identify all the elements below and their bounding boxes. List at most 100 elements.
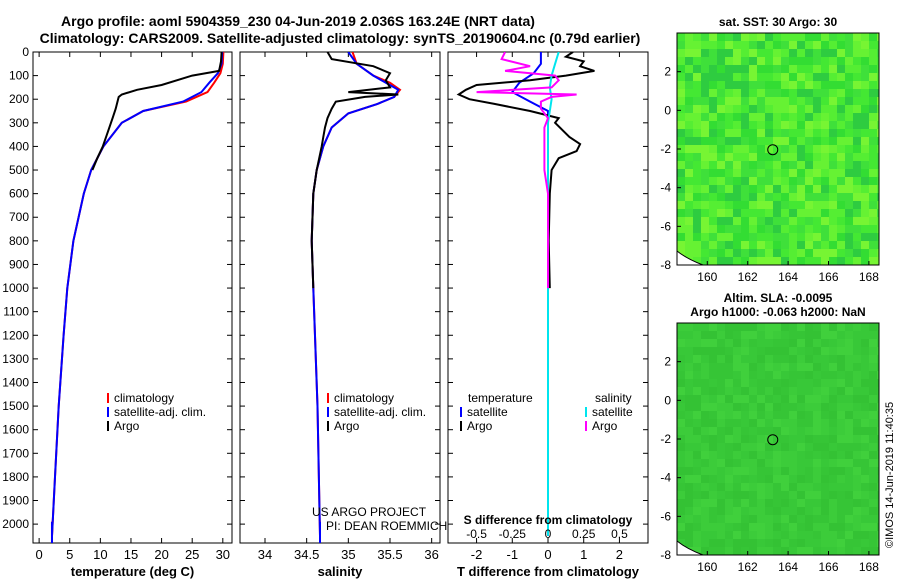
figure-title-line-1: Argo profile: aoml 5904359_230 04-Jun-20… (61, 13, 535, 29)
map-y-tick-label: -4 (660, 181, 671, 195)
map-y-tick-label: -2 (660, 432, 671, 446)
y-tick-label: 300 (9, 116, 29, 130)
series-line-satellite-adj-clim- (51, 52, 224, 536)
x-tick-label: 34 (258, 547, 272, 562)
s-diff-tick-label: -0.25 (499, 527, 527, 541)
x-tick-label: 30 (216, 547, 230, 562)
series-line-temperature-argo (456, 52, 595, 289)
y-tick-label: 1400 (2, 375, 29, 389)
map-x-tick-label: 166 (818, 560, 838, 574)
difference-xlabel: T difference from climatology (457, 564, 640, 579)
salinity-frame (239, 51, 441, 544)
x-tick-label: -1 (507, 547, 519, 562)
sla_map-cells (677, 323, 879, 555)
y-tick-label: 900 (9, 257, 29, 271)
map-y-tick-label: 0 (664, 103, 671, 117)
legend-label: climatology (114, 391, 174, 405)
map-y-tick-label: -8 (660, 258, 671, 272)
legend-label: Argo (592, 419, 618, 433)
s-diff-tick-label: -0.5 (466, 527, 487, 541)
x-tick-label: 35.5 (377, 547, 402, 562)
y-tick-label: 1200 (2, 328, 29, 342)
map-y-tick-label: 0 (664, 393, 671, 407)
map-x-tick-label: 162 (738, 560, 758, 574)
x-tick-label: 0 (36, 547, 43, 562)
x-tick-label: 34.5 (294, 547, 319, 562)
legend-label: climatology (334, 391, 394, 405)
temperature-panel: 0 5 10 15 20 25 300100200300400500600700800900… (2, 45, 233, 579)
y-tick-label: 1800 (2, 470, 29, 484)
series-line-argo (310, 52, 399, 289)
series-line-salinity-satellite (547, 52, 560, 536)
map-y-tick-label: -6 (660, 219, 671, 233)
map-y-tick-label: 2 (664, 65, 671, 79)
y-tick-label: 1700 (2, 446, 29, 460)
legend-label: satellite-adj. clim. (334, 405, 426, 419)
y-tick-label: 600 (9, 187, 29, 201)
map-x-tick-label: 162 (738, 270, 758, 284)
x-tick-label: 5 (66, 547, 73, 562)
x-tick-label: 25 (185, 547, 199, 562)
y-tick-label: 700 (9, 210, 29, 224)
series-line-satellite-adj-clim- (310, 52, 400, 536)
legend-salinity-title: salinity (595, 391, 632, 405)
figure-title-line-2: Climatology: CARS2009. Satellite-adjuste… (40, 30, 641, 46)
y-tick-label: 1900 (2, 494, 29, 508)
argo-location-marker (767, 144, 779, 156)
legend-temperature-title: temperature (468, 391, 533, 405)
y-tick-label: 200 (9, 92, 29, 106)
series-line-temperature-satellite (510, 52, 549, 536)
y-tick-label: 100 (9, 69, 29, 83)
map-x-tick-label: 164 (778, 270, 798, 284)
map-y-tick-label: 2 (664, 355, 671, 369)
series-line-climatology (51, 52, 225, 536)
legend-label: satellite (592, 405, 633, 419)
temperature-xlabel: temperature (deg C) (71, 564, 195, 579)
map-y-tick-label: -2 (660, 142, 671, 156)
x-tick-label: 0 (544, 547, 551, 562)
map-x-tick-label: 168 (859, 560, 879, 574)
copyright-stamp: ©IMOS 14-Jun-2019 11:40:35 (884, 402, 896, 548)
x-tick-label: 10 (93, 547, 107, 562)
x-tick-label: 36 (424, 547, 438, 562)
sla_map-subtitle: Argo h1000: -0.063 h2000: NaN (690, 305, 865, 319)
map-x-tick-label: 168 (859, 270, 879, 284)
y-tick-label: 1300 (2, 352, 29, 366)
s-diff-tick-label: 0.25 (572, 527, 596, 541)
s-diff-tick-label: 0 (545, 527, 552, 541)
map-x-tick-label: 160 (697, 270, 717, 284)
map-x-tick-label: 166 (818, 270, 838, 284)
x-tick-label: 1 (580, 547, 587, 562)
y-tick-label: 1600 (2, 423, 29, 437)
map-x-tick-label: 160 (697, 560, 717, 574)
temperature-frame (32, 51, 233, 544)
legend-label: Argo (467, 419, 493, 433)
y-tick-label: 1500 (2, 399, 29, 413)
s-diff-axis-label: S difference from climatology (464, 513, 633, 527)
sst_map-title: sat. SST: 30 Argo: 30 (719, 15, 838, 29)
y-tick-label: 2000 (2, 517, 29, 531)
s-diff-tick-label: 0.5 (611, 527, 628, 541)
legend-label: satellite-adj. clim. (114, 405, 206, 419)
salinity-panel: 34 34.5 35 35.5 36 salinity climatologysatelli… (239, 51, 441, 579)
x-tick-label: -2 (471, 547, 483, 562)
series-line-argo (91, 52, 223, 171)
y-tick-label: 1100 (3, 305, 29, 319)
map-x-tick-label: 164 (778, 560, 798, 574)
legend-label: satellite (467, 405, 508, 419)
y-tick-label: 500 (9, 163, 29, 177)
x-tick-label: 2 (616, 547, 623, 562)
map-y-tick-label: -4 (660, 471, 671, 485)
legend-label: Argo (334, 419, 360, 433)
y-tick-label: 0 (22, 45, 29, 59)
x-tick-label: 35 (341, 547, 355, 562)
salinity-xlabel: salinity (318, 564, 364, 579)
credit-line-1: US ARGO PROJECT (312, 505, 427, 519)
legend-label: Argo (114, 419, 140, 433)
map-y-tick-label: -6 (660, 509, 671, 523)
sst-map-panel: sat. SST: 30 Argo: 30 160 162 164 166 168 2 0 -2… (660, 15, 880, 284)
credit-line-2: PI: DEAN ROEMMICH (326, 519, 447, 533)
sla_map-title: Altim. SLA: -0.0095 (724, 291, 833, 305)
